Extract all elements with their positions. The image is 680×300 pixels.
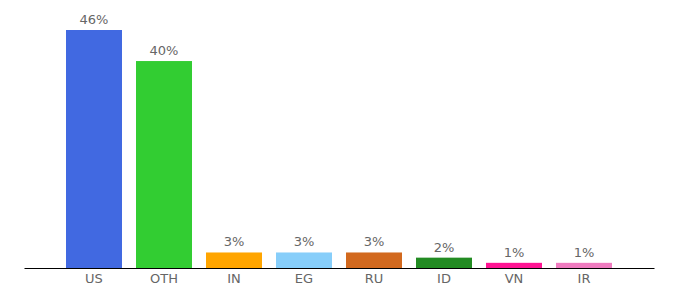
x-tick-label: VN xyxy=(505,271,524,286)
bar xyxy=(346,252,402,268)
x-tick-label: IR xyxy=(578,271,591,286)
x-tick: ID xyxy=(437,271,451,286)
data-label: 40% xyxy=(150,43,179,58)
x-tick: US xyxy=(85,271,103,286)
x-tick-label: RU xyxy=(365,271,384,286)
data-label: 1% xyxy=(574,245,595,260)
x-tick: RU xyxy=(365,271,384,286)
x-tick: EG xyxy=(295,271,313,286)
bar xyxy=(206,252,262,268)
x-axis: US OTH IN EG RU ID VN IR xyxy=(25,269,655,287)
bar xyxy=(556,263,612,268)
x-tick: VN xyxy=(505,271,524,286)
x-tick: IR xyxy=(578,271,591,286)
x-tick-label: IN xyxy=(227,271,241,286)
bar xyxy=(66,30,122,268)
chart: US OTH IN EG RU ID VN IR 46% 40% 3% 3% 3% 2% 1% 1% xyxy=(0,0,680,300)
x-tick-label: OTH xyxy=(150,271,178,286)
data-label: 3% xyxy=(364,234,385,249)
bars xyxy=(66,30,612,268)
x-tick: IN xyxy=(227,271,241,286)
data-label: 46% xyxy=(80,12,109,27)
bar xyxy=(276,252,332,268)
bar xyxy=(486,263,542,268)
data-label: 1% xyxy=(504,245,525,260)
data-label: 3% xyxy=(224,234,245,249)
x-tick-label: US xyxy=(85,271,103,286)
x-axis-line xyxy=(25,268,655,269)
x-tick-label: EG xyxy=(295,271,313,286)
data-label: 3% xyxy=(294,234,315,249)
data-label: 2% xyxy=(434,240,455,255)
bar xyxy=(416,258,472,268)
x-tick-label: ID xyxy=(437,271,451,286)
data-labels: 46% 40% 3% 3% 3% 2% 1% 1% xyxy=(80,12,595,260)
x-tick: OTH xyxy=(150,271,178,286)
bar xyxy=(136,61,192,268)
